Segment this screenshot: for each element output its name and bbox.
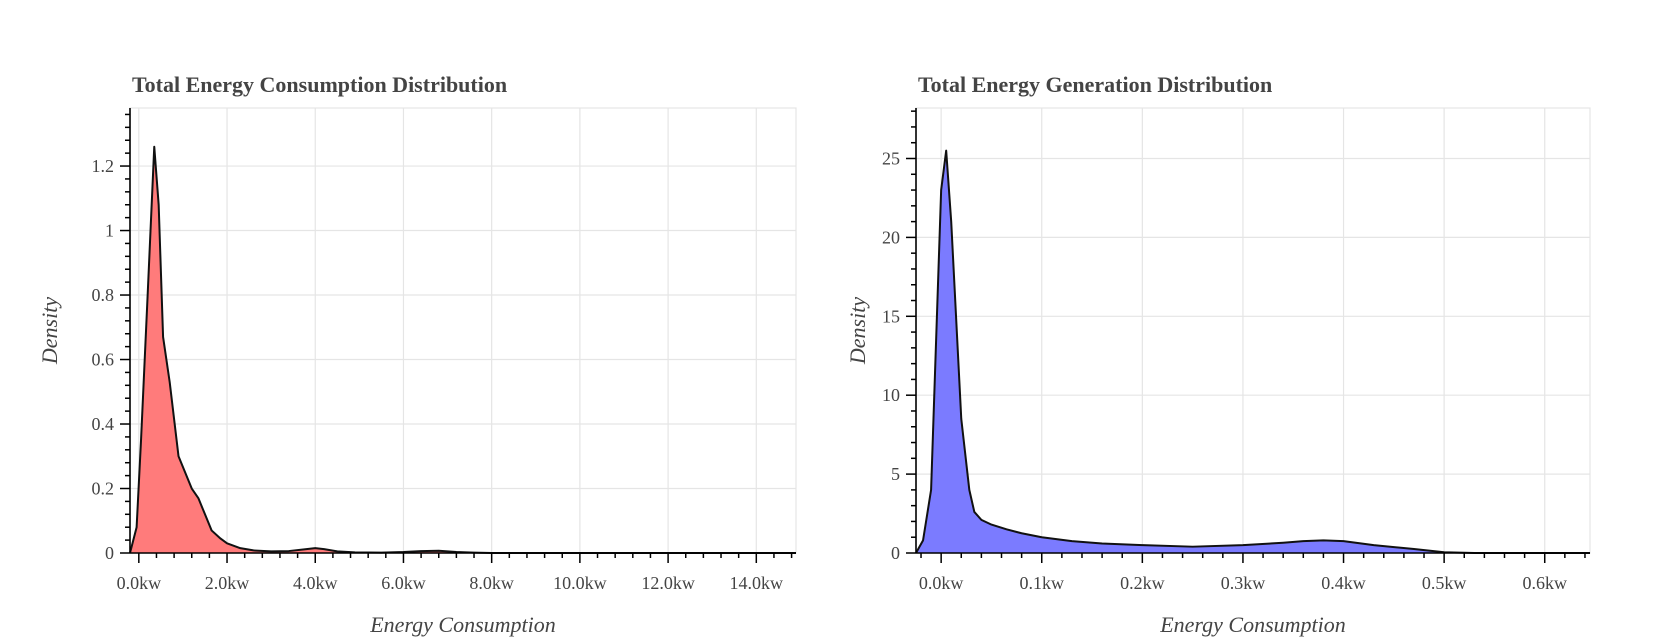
y-tick-label: 0.8: [92, 285, 115, 305]
grid: [130, 108, 796, 554]
plot-frame: [129, 107, 797, 554]
chart-title: Total Energy Consumption Distribution: [132, 72, 507, 97]
x-tick-label: 8.0kw: [469, 573, 514, 593]
y-tick-label: 1: [105, 221, 114, 241]
y-axis-label: Density: [845, 297, 870, 365]
x-tick-label: 10.0kw: [553, 573, 607, 593]
x-tick-label: 12.0kw: [641, 573, 695, 593]
x-tick-label: 0.0kw: [117, 573, 162, 593]
x-tick-label: 4.0kw: [293, 573, 338, 593]
x-tick-label: 0.0kw: [919, 573, 964, 593]
density-area: [916, 150, 1590, 553]
y-tick-label: 0.4: [92, 414, 115, 434]
consumption-chart: Total Energy Consumption Distribution00.…: [37, 72, 797, 637]
x-tick-label: 2.0kw: [205, 573, 250, 593]
generation-chart: Total Energy Generation Distribution 0 5 10…: [845, 72, 1591, 637]
consumption-chart-panel: Total Energy Consumption Distribution 0 0.…: [0, 0, 820, 644]
y-tick-label: 5: [891, 464, 900, 484]
x-tick-label: 0.2kw: [1120, 573, 1165, 593]
x-tick-label: 0.1kw: [1019, 573, 1064, 593]
x-axis-label: Energy Consumption: [1159, 612, 1346, 637]
y-tick-label: 0: [105, 543, 114, 563]
x-tick-label: 14.0kw: [730, 573, 784, 593]
x-tick-label: 0.6kw: [1522, 573, 1567, 593]
x-tick-label: 0.5kw: [1422, 573, 1467, 593]
y-tick-label: 25: [882, 148, 900, 168]
y-axis-label: Density: [37, 297, 62, 365]
x-axis-label: Energy Consumption: [369, 612, 556, 637]
density-line: [915, 149, 1590, 554]
x-tick-label: 0.4kw: [1321, 573, 1366, 593]
y-tick-label: 20: [882, 227, 900, 247]
plot-frame: [915, 107, 1591, 554]
y-tick-label: 15: [882, 306, 900, 326]
generation-chart-panel: Total Energy Generation Distribution 0 5 10…: [820, 0, 1680, 644]
y-tick-label: 0.2: [92, 479, 115, 499]
density-area: [130, 146, 796, 553]
y-tick-label: 0: [891, 543, 900, 563]
x-tick-label: 6.0kw: [381, 573, 426, 593]
y-tick-label: 10: [882, 385, 900, 405]
x-tick-label: 0.3kw: [1221, 573, 1266, 593]
density-line: [129, 145, 796, 554]
y-tick-label: 1.2: [92, 156, 115, 176]
grid: [916, 108, 1590, 554]
chart-title: Total Energy Generation Distribution: [918, 72, 1272, 97]
y-tick-label: 0.6: [92, 350, 115, 370]
